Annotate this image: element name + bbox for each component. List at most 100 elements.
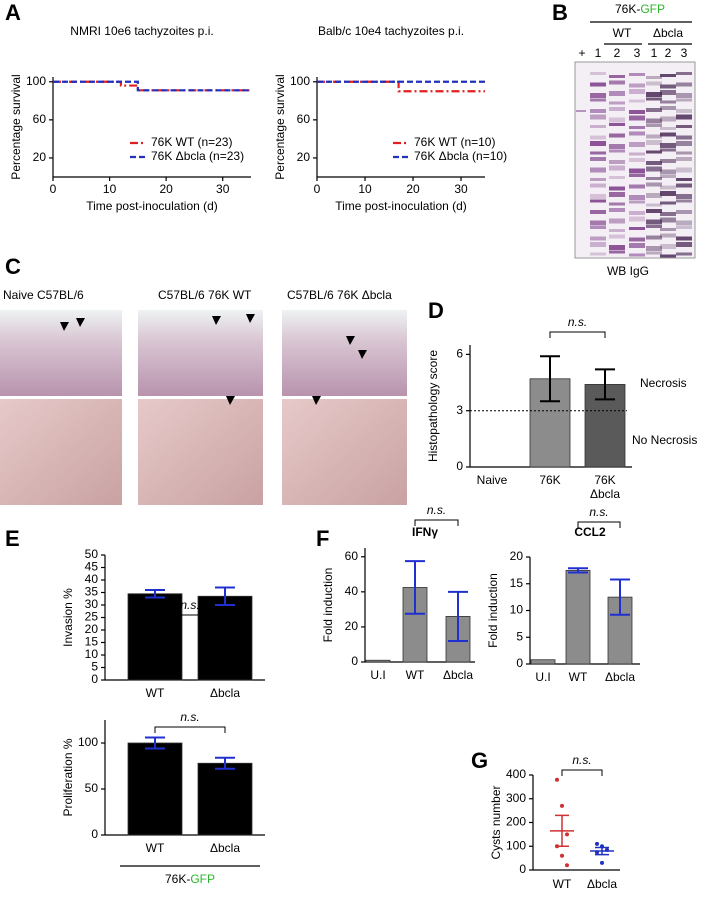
- blot-band: [676, 141, 692, 146]
- group-label-part: 76K-: [165, 872, 190, 886]
- y-tick-label: 60: [33, 112, 47, 126]
- y-tick-label: 20: [85, 622, 99, 636]
- blot-band: [646, 97, 662, 101]
- blot-band: [609, 91, 625, 96]
- significance-label: n.s.: [568, 315, 587, 329]
- y-tick-label: 300: [506, 791, 526, 805]
- blot-band: [646, 140, 662, 145]
- blot-band: [609, 176, 625, 179]
- x-tick-label: 10: [358, 182, 372, 196]
- blot-band: [609, 107, 625, 111]
- x-tick-label: WT: [569, 670, 588, 684]
- blot-band: [676, 210, 692, 214]
- blot-band: [646, 209, 662, 213]
- y-tick-label: 5: [91, 660, 98, 674]
- blot-band: [660, 228, 676, 231]
- y-tick-label: 3: [456, 403, 463, 417]
- y-tick-label: 40: [85, 572, 99, 586]
- micrograph: [282, 310, 407, 396]
- y-tick-label: 0: [351, 654, 358, 668]
- blot-band: [609, 165, 625, 171]
- blot-band: [660, 233, 676, 238]
- blot-band: [646, 203, 662, 207]
- micrograph: [138, 310, 263, 396]
- blot-band: [609, 208, 625, 212]
- micrograph: [282, 399, 407, 505]
- y-tick-label: 50: [85, 781, 99, 795]
- x-tick-label: 76K Δbcla: [590, 473, 620, 501]
- blot-band: [676, 98, 692, 102]
- bar: [565, 569, 591, 665]
- blot-band: [629, 195, 645, 200]
- significance-label: n.s.: [180, 710, 199, 724]
- blot-band: [676, 194, 692, 199]
- significance-bracket: [414, 519, 459, 526]
- blot-band: [676, 226, 692, 229]
- error-bar: [610, 578, 630, 616]
- blot-band: [590, 135, 606, 140]
- blot-band: [629, 73, 645, 76]
- y-axis-label: Cysts number: [489, 785, 503, 859]
- blot-band: [629, 89, 645, 94]
- error-bar: [215, 586, 235, 606]
- blot-band: [660, 244, 676, 249]
- blot-band: [609, 202, 625, 206]
- threshold-label: Necrosis: [640, 376, 687, 390]
- y-axis-label: Percentage survival: [273, 74, 287, 179]
- data-point: [560, 853, 564, 858]
- bar: [530, 659, 556, 665]
- blot-caption: WB IgG: [607, 264, 649, 278]
- y-tick-label: 0: [91, 672, 98, 686]
- blot-band: [676, 93, 692, 98]
- sem-bar: [595, 846, 609, 856]
- blot-band: [646, 118, 662, 124]
- data-point: [555, 777, 559, 782]
- blot-band: [646, 81, 662, 86]
- blot-band: [676, 151, 692, 155]
- blot-band: [590, 93, 606, 98]
- blot-band: [676, 114, 692, 120]
- blot-band: [646, 177, 662, 180]
- panel-label: F: [316, 526, 329, 551]
- x-tick-label: 30: [216, 182, 230, 196]
- blot-band: [590, 194, 606, 199]
- y-tick-label: 60: [345, 549, 359, 563]
- blot-band: [629, 110, 645, 114]
- panel-label: C: [5, 254, 21, 279]
- x-tick-label: WT: [406, 668, 425, 682]
- blot-band: [660, 106, 676, 110]
- bar: [197, 595, 253, 681]
- significance-bracket: [577, 521, 621, 528]
- x-tick-label: Δbcla: [210, 841, 240, 855]
- blot-band: [660, 217, 676, 223]
- blot-band: [646, 124, 662, 127]
- x-tick-label: Δbcla: [443, 668, 473, 682]
- blot-band: [660, 84, 676, 89]
- blot-band: [590, 72, 606, 75]
- blot-band: [590, 114, 606, 120]
- y-tick-label: 5: [516, 629, 523, 643]
- blot-band: [629, 131, 645, 136]
- blot-band: [590, 236, 606, 241]
- blot-band: [660, 116, 676, 122]
- lane-label: +: [578, 46, 585, 60]
- blot-title: 76K-GFP: [615, 2, 665, 16]
- blot-band: [590, 220, 606, 226]
- y-tick-label: 100: [26, 74, 46, 88]
- significance-label: n.s.: [572, 753, 591, 767]
- x-tick-label: 10: [103, 182, 117, 196]
- y-tick-label: 10: [85, 647, 99, 661]
- significance-bracket: [154, 614, 226, 621]
- micrograph: [0, 310, 122, 396]
- error-bar: [405, 560, 425, 615]
- blot-band: [646, 251, 662, 255]
- blot-band: [629, 115, 645, 121]
- group-label: 76K-GFP: [165, 872, 215, 886]
- y-tick-label: 0: [91, 827, 98, 841]
- blot-band: [660, 74, 676, 77]
- bar: [197, 762, 253, 836]
- blot-band: [629, 237, 645, 242]
- y-tick-label: 0: [516, 656, 523, 670]
- blot-group: WT: [613, 26, 632, 40]
- chart-title: CCL2: [574, 525, 606, 539]
